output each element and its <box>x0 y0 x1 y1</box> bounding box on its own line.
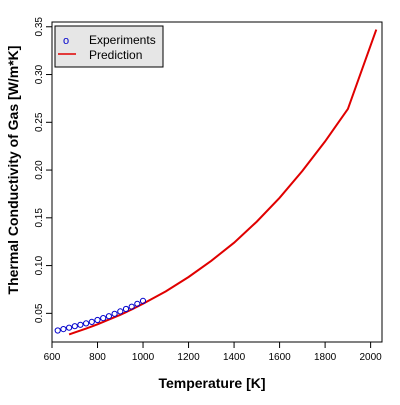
x-tick-label: 2000 <box>359 352 382 363</box>
plot-area <box>51 21 383 343</box>
x-tick-label: 600 <box>44 352 61 363</box>
experiment-point <box>139 297 147 304</box>
prediction-series <box>68 29 378 336</box>
experiment-point <box>122 305 130 313</box>
experiment-point <box>128 303 135 310</box>
y-tick-label: 0.15 <box>34 208 45 228</box>
x-tick-label: 1800 <box>314 352 337 363</box>
legend-experiments-label: Experiments <box>89 33 156 47</box>
x-tick-label: 1200 <box>177 352 200 363</box>
legend: o Experiments Prediction <box>54 25 164 68</box>
y-axis-label: Thermal Conductivity of Gas [W/m*K] <box>5 46 21 295</box>
legend-prediction-label: Prediction <box>89 48 142 62</box>
x-tick-label: 800 <box>89 352 106 363</box>
y-tick-label: 0.30 <box>34 64 45 84</box>
x-tick-label: 1600 <box>268 352 291 363</box>
x-axis: 600 800 1000 1200 1400 1600 1800 2000 <box>44 342 382 363</box>
experiment-point <box>83 320 90 327</box>
y-tick-label: 0.10 <box>34 255 45 275</box>
experiment-point <box>105 313 113 320</box>
x-tick-label: 1000 <box>132 352 155 363</box>
x-tick-label: 1400 <box>223 352 246 363</box>
experiment-point <box>60 326 67 333</box>
y-tick-label: 0.05 <box>34 303 45 323</box>
experiment-point <box>54 327 61 334</box>
legend-experiments-marker: o <box>63 35 69 47</box>
experiment-point <box>117 308 124 315</box>
experiment-point <box>77 321 84 328</box>
experiment-point <box>111 310 118 317</box>
x-axis-label: Temperature [K] <box>158 375 265 391</box>
legend-box <box>54 25 164 68</box>
experiment-point <box>94 316 101 324</box>
y-tick-label: 0.20 <box>34 160 45 180</box>
y-tick-label: 0.25 <box>34 112 45 132</box>
experiment-point <box>88 318 95 325</box>
y-tick-label: 0.35 <box>34 17 45 37</box>
y-axis: 0.05 0.10 0.15 0.20 0.25 0.30 0.35 <box>34 17 52 323</box>
experiments-series <box>54 297 147 334</box>
experiment-point <box>66 324 73 331</box>
experiment-point <box>100 315 107 322</box>
experiment-point <box>71 323 78 330</box>
prediction-line <box>68 29 378 336</box>
experiment-point <box>134 300 141 307</box>
